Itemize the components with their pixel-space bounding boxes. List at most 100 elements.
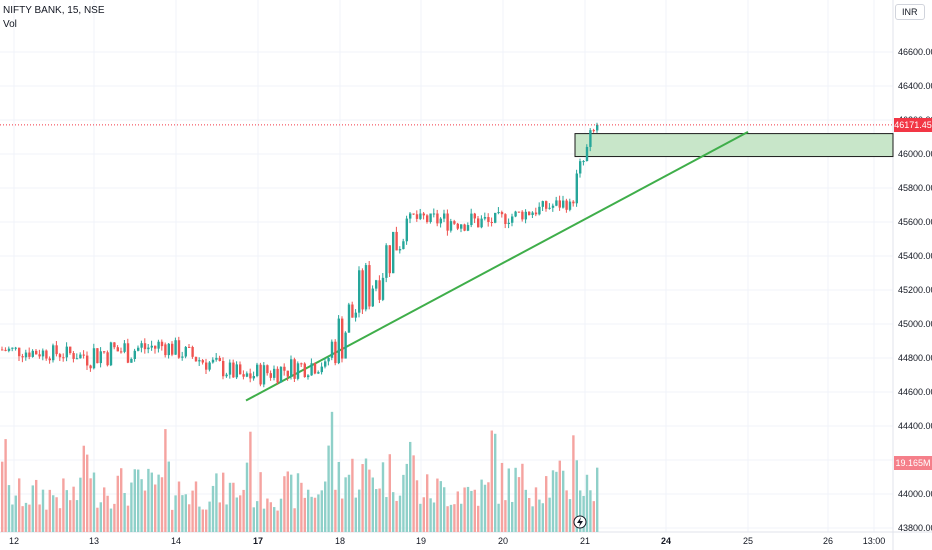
volume-bar: [137, 469, 140, 532]
candle-body: [528, 211, 531, 216]
volume-bar: [69, 500, 72, 532]
time-tick-label: 12: [9, 536, 19, 546]
volume-bar: [106, 495, 109, 532]
volume-legend[interactable]: Vol: [3, 19, 17, 30]
volume-bar: [453, 504, 456, 532]
candle-body: [555, 200, 558, 206]
volume-bar: [262, 508, 266, 532]
volume-bar: [596, 467, 599, 532]
candle-body: [361, 270, 364, 310]
time-axis[interactable]: 12 13 14 17 18 19 20 21 24 25 26 13:00: [9, 536, 885, 546]
candle-body: [96, 348, 99, 364]
volume-bar: [409, 441, 412, 532]
candle-body: [296, 363, 300, 379]
volume-bar: [538, 499, 541, 532]
volume-bar: [568, 499, 572, 532]
volume-bar: [4, 439, 7, 532]
candle-body: [405, 218, 408, 242]
symbol-legend[interactable]: NIFTY BANK, 15, NSE: [3, 5, 105, 16]
volume-bar: [184, 494, 187, 532]
candle-body: [103, 351, 106, 353]
volume-bar: [494, 433, 497, 532]
candle-body: [4, 349, 7, 351]
volume-bar: [273, 507, 276, 532]
volume-bar: [103, 487, 106, 532]
volume-bar: [327, 445, 330, 532]
last-price-badge: 46171.45: [894, 117, 932, 132]
candle-body: [188, 346, 191, 348]
price-tick-label: 46400.00: [898, 81, 932, 91]
candle-body: [568, 201, 572, 210]
volume-bar: [259, 472, 262, 532]
price-tick-label: 45400.00: [898, 251, 932, 261]
volume-bar: [307, 489, 310, 532]
volume-bar: [167, 461, 170, 532]
volume-bar: [558, 460, 561, 532]
volume-bar: [79, 477, 82, 532]
volume-bar: [300, 482, 303, 532]
lightning-icon[interactable]: [573, 515, 587, 529]
volume-bar: [392, 492, 395, 532]
time-tick-label: 17: [253, 536, 263, 546]
candle-body: [126, 343, 130, 363]
candle-body: [494, 212, 497, 223]
time-tick-label: 20: [498, 536, 508, 546]
candle-body: [419, 213, 422, 219]
candle-body: [422, 213, 425, 216]
candle-body: [412, 213, 415, 215]
volume-bar: [463, 487, 466, 532]
volume-bar: [21, 506, 24, 532]
candle-body: [507, 222, 510, 224]
volume-bar: [572, 435, 575, 532]
volume-bar: [303, 497, 306, 532]
currency-button[interactable]: INR: [895, 4, 925, 20]
volume-bar: [548, 497, 551, 532]
volume-bar: [412, 455, 415, 532]
time-tick-label: 25: [743, 536, 753, 546]
candle-body: [201, 360, 204, 363]
candle-body: [541, 201, 544, 207]
volume-bar: [225, 504, 228, 532]
volume-bar: [395, 500, 398, 532]
volume-bar: [528, 497, 531, 532]
candle-body: [317, 372, 320, 374]
candle-body: [211, 359, 215, 363]
price-axis[interactable]: 46600.0046400.0046200.0046000.0045800.00…: [898, 47, 932, 533]
candle-body: [208, 362, 211, 370]
demand-zone[interactable]: [574, 133, 894, 158]
candle-body: [266, 365, 269, 374]
candle-body: [191, 346, 194, 357]
candle-body: [62, 357, 65, 359]
candle-body: [324, 361, 327, 367]
volume-bar: [188, 504, 191, 532]
candle-body: [592, 130, 595, 132]
candle-body: [534, 212, 538, 215]
candle-body: [364, 265, 368, 310]
candle-body: [572, 201, 575, 204]
candle-body: [154, 345, 157, 349]
trendline[interactable]: [245, 131, 749, 402]
candle-body: [300, 363, 303, 365]
volume-bar: [147, 468, 150, 532]
candle-body: [218, 357, 221, 361]
volume-bar: [269, 502, 272, 532]
price-tick-label: 44600.00: [898, 387, 932, 397]
candle-body: [303, 363, 306, 378]
candle-body: [409, 213, 412, 219]
volume-bar: [38, 504, 41, 532]
volume-bar: [99, 502, 102, 532]
trendline-segment: [245, 131, 749, 402]
volume-bar: [208, 501, 211, 532]
candle-body: [449, 221, 453, 231]
candle-body: [432, 213, 436, 215]
candle-body: [86, 355, 89, 366]
time-tick-label: 14: [171, 536, 181, 546]
candle-body: [575, 173, 578, 204]
volume-bar: [592, 501, 595, 532]
volume-bar: [154, 484, 157, 532]
candle-body: [344, 332, 347, 359]
volume-bar: [436, 478, 439, 532]
volume-bar: [181, 495, 184, 532]
candle-body: [290, 359, 293, 377]
